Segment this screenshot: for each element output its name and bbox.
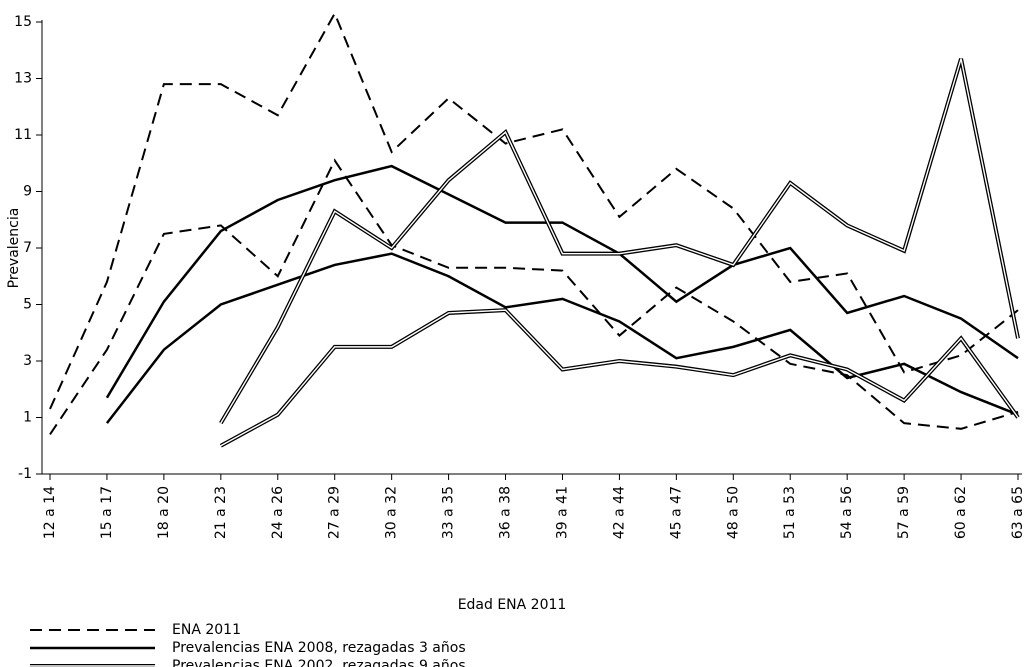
y-tick-label: 9 [23,184,32,200]
y-tick-label: 7 [23,240,32,256]
x-tick-label: 24 a 26 [270,486,286,539]
series-line-inner [220,58,1019,424]
y-tick-label: 11 [14,127,32,143]
x-tick-label: 54 a 56 [839,486,855,539]
x-tick-label: 51 a 53 [782,486,798,539]
x-tick-label: 48 a 50 [725,486,741,539]
y-tick-label: 15 [14,14,32,30]
y-tick-label: 1 [23,410,32,426]
y-tick-label: 13 [14,71,32,87]
series-line [49,11,1019,410]
series-line-inner [220,309,1019,447]
x-tick-label: 15 a 17 [99,486,115,539]
x-tick-label: 12 a 14 [42,486,58,539]
y-tick-label: -1 [18,466,32,482]
x-tick-label: 27 a 29 [327,486,343,539]
x-tick-label: 21 a 23 [213,486,229,539]
x-tick-label: 60 a 62 [953,486,969,539]
x-tick-label: 39 a 41 [554,486,570,539]
series-line [49,158,1019,436]
x-tick-label: 36 a 38 [498,486,514,539]
x-tick-label: 45 a 47 [668,486,684,539]
y-axis-label: Prevalencia [6,208,22,289]
x-tick-label: 42 a 44 [611,486,627,539]
x-tick-label: 33 a 35 [441,486,457,539]
y-tick-label: 5 [23,297,32,313]
legend-label: Prevalencias ENA 2002, rezagadas 9 años [172,658,466,667]
series-line [105,164,1019,399]
x-tick-label: 63 a 65 [1010,486,1026,539]
x-axis-label: Edad ENA 2011 [458,597,567,613]
x-tick-label: 30 a 32 [384,486,400,539]
legend-label: Prevalencias ENA 2008, rezagadas 3 años [172,640,466,656]
series-line [105,252,1019,424]
series-line [219,58,1020,425]
y-tick-label: 3 [23,353,32,369]
x-tick-label: 18 a 20 [156,486,172,539]
legend-label: ENA 2011 [172,622,241,638]
series-line [219,308,1020,448]
x-tick-label: 57 a 59 [896,486,912,539]
